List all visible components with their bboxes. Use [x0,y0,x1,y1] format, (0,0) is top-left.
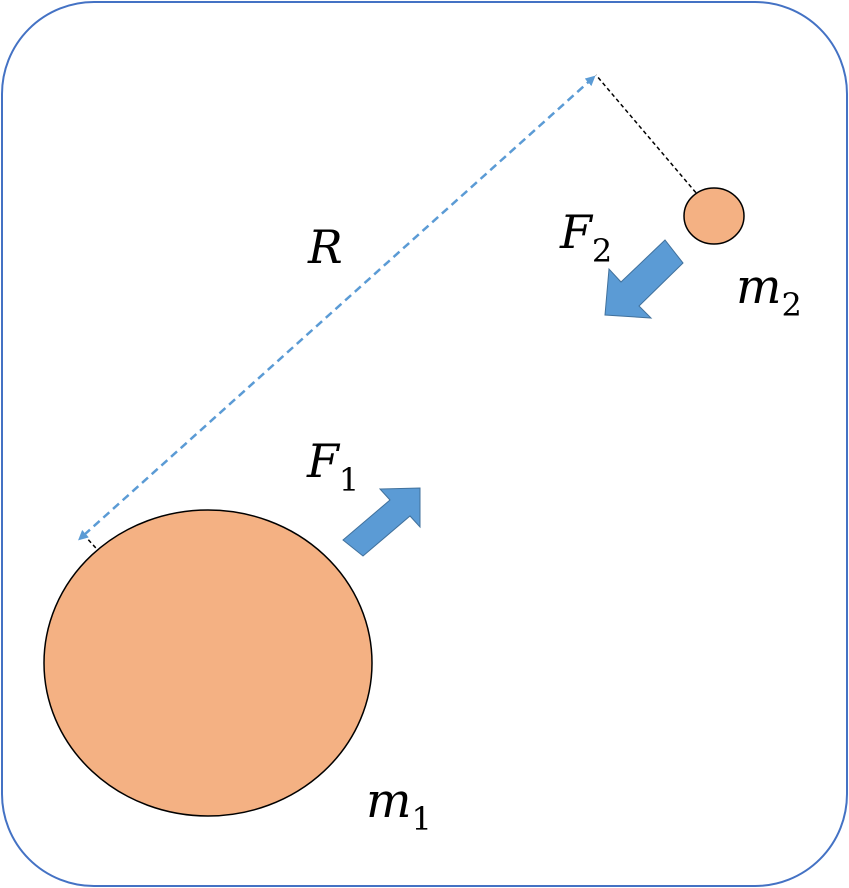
force-1-arrow [342,487,421,557]
force-2-subscript: 2 [592,232,612,270]
mass-1-symbol: m [366,773,412,829]
force-2-symbol: F [559,205,594,259]
mass-1-subscript: 1 [412,800,432,838]
mass-2-label: m2 [736,259,802,324]
mass-1-label: m1 [366,773,432,838]
mass-2-body [683,187,745,245]
force-1-subscript: 1 [339,461,359,499]
mass-1-body [43,509,373,817]
mass-2-radius-guide [595,74,715,215]
force-2-label: F2 [559,205,612,270]
mass-2-symbol: m [736,259,782,315]
force-1-label: F1 [306,434,359,499]
force-1-symbol: F [306,434,341,488]
distance-label: R [307,220,343,274]
distance-r-line [78,75,596,541]
force-2-arrow [604,239,684,319]
mass-2-subscript: 2 [782,286,802,324]
